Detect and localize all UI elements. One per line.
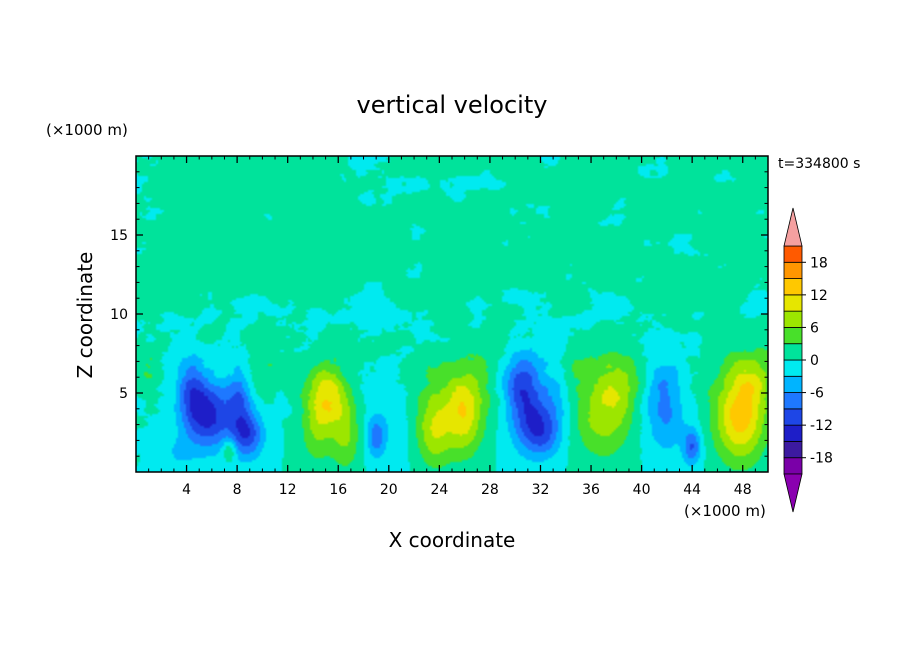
colorbar-swatch [783,261,803,279]
colorbar-swatch [783,441,803,459]
chart-title: vertical velocity [357,91,548,119]
colorbar-swatch [783,424,803,442]
colorbar-swatch [783,359,803,377]
x-tick-label: 32 [532,482,550,498]
y-tick-label: 5 [119,386,128,402]
colorbar-tick-label: 0 [810,353,819,369]
y-unit-label: (×1000 m) [46,121,128,139]
x-axis: 4 8 12 16 20 24 28 32 36 40 44 48 [148,156,756,498]
heatmap-field [136,156,768,472]
x-tick-label: 40 [633,482,651,498]
x-tick-label: 20 [380,482,398,498]
x-tick-label: 48 [734,482,752,498]
colorbar-swatch [783,327,803,345]
x-tick-label: 28 [481,482,499,498]
colorbar-swatch [783,294,803,312]
colorbar-tick-label: 18 [810,255,828,271]
y-axis-label: Z coordinate [73,252,97,379]
x-tick-label: 24 [430,482,448,498]
x-tick-label: 12 [279,482,297,498]
colorbar-tick-label: 12 [810,288,828,304]
colorbar-swatch [783,457,803,475]
colorbar-swatch [783,278,803,296]
y-axis: 5 10 15 [110,171,768,457]
x-tick-label: 8 [233,482,242,498]
plot-area [135,155,769,473]
colorbar-swatch [783,310,803,328]
colorbar: 18 12 6 0 -6 -12 -18 [783,207,833,513]
y-tick-label: 15 [110,228,128,244]
time-label: t=334800 s [778,156,860,172]
colorbar-tick-label: -6 [810,386,824,402]
x-tick-label: 4 [182,482,191,498]
colorbar-tick-label: -12 [810,418,833,434]
x-axis-label: X coordinate [389,528,516,552]
colorbar-under-arrow [783,473,803,513]
x-unit-label: (×1000 m) [684,502,766,520]
colorbar-tick-label: 6 [810,320,819,336]
colorbar-swatch [783,245,803,263]
colorbar-tick-label: -18 [810,451,833,467]
colorbar-swatch [783,408,803,426]
colorbar-swatch [783,392,803,410]
y-tick-label: 10 [110,307,128,323]
x-tick-label: 44 [683,482,701,498]
x-tick-label: 16 [329,482,347,498]
colorbar-swatch [783,343,803,361]
colorbar-swatch [783,375,803,393]
colorbar-over-arrow [783,207,803,247]
x-tick-label: 36 [582,482,600,498]
